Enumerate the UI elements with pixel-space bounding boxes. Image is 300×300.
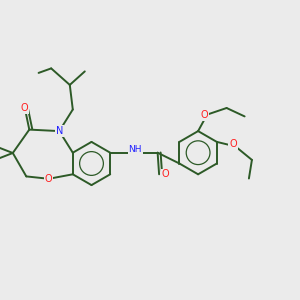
Text: O: O: [45, 174, 52, 184]
Text: NH: NH: [128, 145, 142, 154]
Text: O: O: [21, 103, 28, 113]
Text: O: O: [229, 139, 237, 149]
Text: N: N: [56, 126, 63, 136]
Text: O: O: [201, 110, 208, 120]
Text: O: O: [162, 169, 169, 179]
